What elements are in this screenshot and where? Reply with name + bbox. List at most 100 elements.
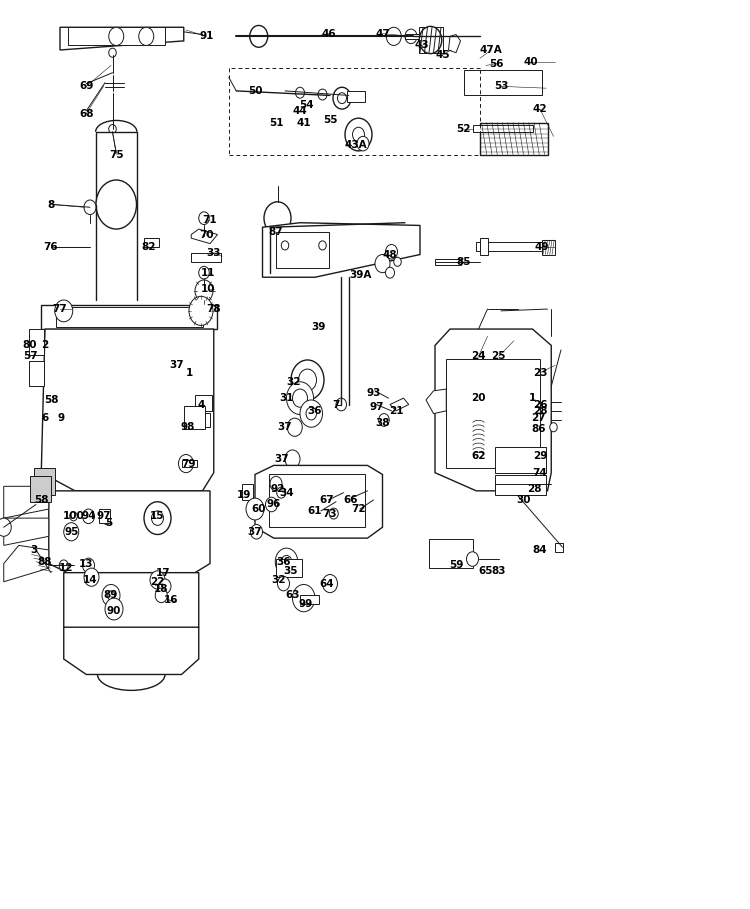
Text: 74: 74: [532, 467, 548, 478]
Text: 14: 14: [82, 574, 98, 585]
Bar: [476, 242, 548, 251]
Text: 47: 47: [375, 28, 390, 39]
Bar: [300, 595, 319, 604]
Text: 19: 19: [236, 490, 251, 501]
Text: 12: 12: [58, 563, 74, 574]
Text: 82: 82: [141, 242, 156, 253]
Text: 32: 32: [286, 376, 302, 387]
Bar: [464, 75, 542, 91]
Text: 51: 51: [268, 117, 284, 128]
Text: 56: 56: [489, 58, 504, 69]
Circle shape: [286, 382, 314, 415]
Bar: [419, 27, 442, 53]
Circle shape: [285, 450, 300, 468]
Text: 18: 18: [154, 584, 169, 594]
Bar: [405, 34, 420, 39]
Circle shape: [300, 400, 322, 427]
Text: 77: 77: [53, 304, 68, 315]
Circle shape: [379, 414, 389, 426]
Text: 94: 94: [81, 511, 96, 522]
Text: 8: 8: [47, 199, 55, 210]
Circle shape: [466, 552, 478, 566]
Circle shape: [102, 584, 120, 606]
Bar: [495, 475, 546, 495]
Text: 45: 45: [435, 49, 450, 60]
Bar: [266, 218, 274, 232]
Circle shape: [352, 127, 364, 142]
Text: 91: 91: [199, 31, 214, 42]
Bar: [346, 91, 365, 102]
Text: 25: 25: [491, 351, 506, 362]
Bar: [242, 484, 253, 500]
Text: 63: 63: [285, 590, 300, 601]
Circle shape: [139, 27, 154, 45]
Circle shape: [59, 560, 68, 571]
Circle shape: [278, 576, 290, 591]
Text: 85: 85: [456, 256, 471, 267]
Bar: [56, 307, 202, 327]
Circle shape: [144, 502, 171, 534]
Text: 39: 39: [311, 322, 326, 333]
Bar: [268, 474, 364, 527]
Circle shape: [306, 407, 316, 420]
Text: 88: 88: [38, 556, 52, 567]
Circle shape: [82, 558, 94, 573]
Text: 58: 58: [44, 395, 58, 405]
Text: 58: 58: [34, 494, 49, 505]
Circle shape: [150, 571, 165, 589]
Polygon shape: [435, 329, 551, 491]
Bar: [480, 238, 488, 255]
Text: 5: 5: [105, 517, 112, 528]
Circle shape: [419, 26, 442, 54]
Circle shape: [109, 48, 116, 57]
Text: 72: 72: [351, 504, 366, 514]
Text: 46: 46: [321, 28, 336, 39]
Circle shape: [70, 512, 77, 521]
Circle shape: [345, 118, 372, 151]
Bar: [182, 460, 197, 467]
Text: 2: 2: [41, 340, 49, 351]
Text: 22: 22: [150, 576, 165, 587]
Text: 7: 7: [332, 399, 340, 410]
Bar: [96, 132, 137, 205]
Text: 73: 73: [322, 508, 338, 519]
Text: 96: 96: [266, 499, 281, 510]
Bar: [464, 70, 542, 95]
Text: 43: 43: [414, 40, 429, 51]
Circle shape: [155, 588, 167, 603]
Circle shape: [386, 267, 394, 278]
Circle shape: [386, 27, 401, 45]
Circle shape: [103, 515, 110, 524]
Circle shape: [199, 266, 209, 279]
Text: 69: 69: [79, 81, 94, 92]
Circle shape: [298, 369, 316, 391]
Circle shape: [84, 568, 99, 586]
Text: 35: 35: [284, 565, 298, 576]
Text: 21: 21: [388, 405, 404, 416]
Text: 26: 26: [532, 399, 548, 410]
Text: 28: 28: [526, 484, 542, 494]
Text: 41: 41: [296, 117, 311, 128]
Bar: [276, 559, 302, 577]
Text: 80: 80: [22, 340, 38, 351]
Bar: [195, 395, 211, 411]
Text: 9: 9: [58, 413, 65, 424]
Text: 20: 20: [471, 393, 486, 404]
Polygon shape: [4, 486, 49, 518]
Text: 1: 1: [529, 393, 536, 404]
Circle shape: [357, 136, 369, 151]
Text: 34: 34: [279, 487, 294, 498]
Text: 97: 97: [369, 402, 384, 413]
Circle shape: [107, 591, 115, 600]
Text: 50: 50: [248, 85, 262, 96]
Text: 54: 54: [298, 99, 314, 110]
Text: 98: 98: [180, 422, 195, 433]
Polygon shape: [49, 491, 210, 573]
Circle shape: [319, 241, 326, 250]
Circle shape: [266, 222, 278, 236]
Text: 53: 53: [494, 81, 508, 92]
Polygon shape: [191, 229, 217, 244]
Text: 32: 32: [272, 574, 286, 585]
Circle shape: [84, 200, 96, 215]
Circle shape: [277, 487, 286, 498]
